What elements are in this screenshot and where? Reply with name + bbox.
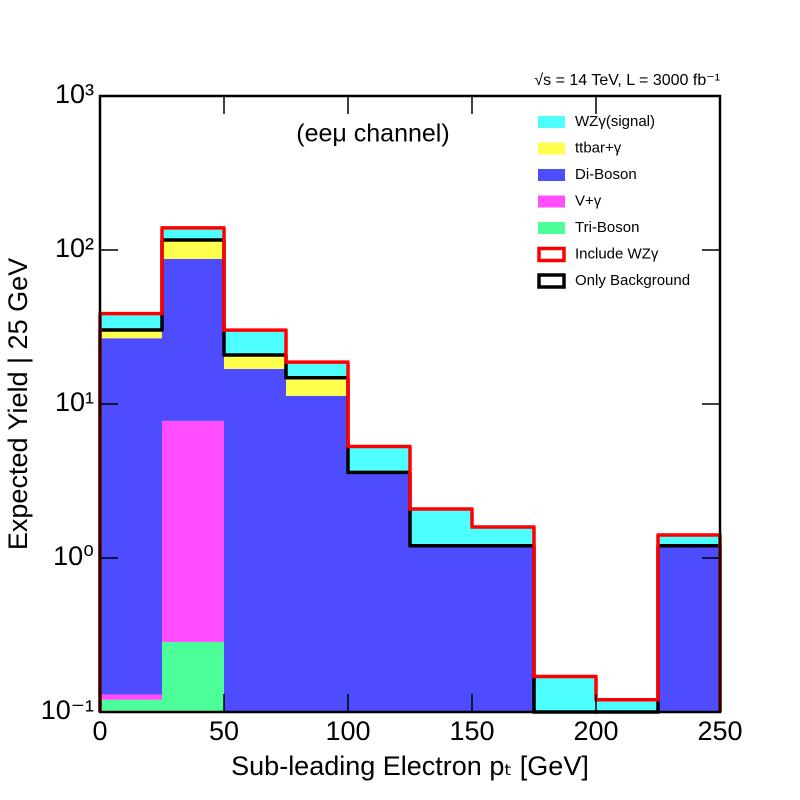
bar-segment bbox=[286, 377, 348, 396]
bar-segment bbox=[472, 526, 534, 546]
legend-swatch bbox=[538, 169, 565, 181]
legend-swatch bbox=[538, 142, 565, 155]
x-tick-label: 50 bbox=[209, 716, 239, 746]
legend-label: Di-Boson bbox=[575, 166, 637, 183]
x-tick-label: 0 bbox=[92, 716, 107, 746]
bar-segment bbox=[162, 227, 224, 240]
y-tick-label: 10² bbox=[55, 233, 94, 263]
bar-segment bbox=[224, 330, 286, 356]
bar-segment bbox=[534, 676, 596, 712]
bar-segment bbox=[224, 355, 286, 369]
bar-segment bbox=[348, 446, 410, 473]
bar-segment bbox=[472, 545, 534, 712]
bar-segment bbox=[100, 313, 162, 331]
bar-segment bbox=[162, 258, 224, 421]
bar-segment bbox=[658, 535, 720, 546]
bar-segment bbox=[410, 545, 472, 712]
y-tick-label: 10¹ bbox=[55, 387, 94, 417]
y-tick-label: 10⁻¹ bbox=[41, 695, 94, 725]
y-tick-label: 10⁰ bbox=[53, 541, 94, 571]
bar-segment bbox=[596, 699, 658, 712]
legend-label: WZγ(signal) bbox=[575, 113, 655, 130]
legend-swatch bbox=[538, 222, 565, 234]
y-tick-label: 10³ bbox=[55, 79, 94, 109]
x-tick-label: 200 bbox=[573, 716, 618, 746]
bar-segment bbox=[100, 699, 162, 712]
legend-label: Only Background bbox=[575, 272, 690, 289]
x-tick-label: 100 bbox=[325, 716, 370, 746]
legend-swatch bbox=[537, 246, 566, 263]
bar-segment bbox=[286, 362, 348, 378]
y-axis-label: Expected Yield | 25 GeV bbox=[3, 258, 33, 550]
header: √s = 14 TeV, L = 3000 fb⁻¹ bbox=[534, 72, 720, 89]
bar-segment bbox=[162, 641, 224, 712]
annotation: (eeμ channel) bbox=[296, 120, 449, 148]
legend-swatch bbox=[538, 116, 565, 128]
bar-segment bbox=[286, 395, 348, 712]
bar-segment bbox=[224, 368, 286, 712]
bar-segment bbox=[100, 330, 162, 339]
bar-segment bbox=[410, 509, 472, 546]
bar-segment bbox=[162, 420, 224, 642]
legend-label: Tri-Boson bbox=[575, 219, 639, 236]
bar-segment bbox=[100, 338, 162, 695]
bar-segment bbox=[100, 694, 162, 700]
legend-label: ttbar+γ bbox=[575, 139, 622, 156]
x-axis-label: Sub-leading Electron pₜ [GeV] bbox=[231, 751, 589, 781]
x-tick-label: 250 bbox=[697, 716, 742, 746]
bar-segment bbox=[348, 472, 410, 712]
legend-swatch bbox=[537, 273, 566, 289]
bar-segment bbox=[162, 239, 224, 259]
bar-segment bbox=[658, 545, 720, 712]
legend-swatch bbox=[538, 195, 565, 208]
legend-label: V+γ bbox=[575, 192, 602, 209]
legend-label: Include WZγ bbox=[575, 245, 659, 262]
x-tick-label: 150 bbox=[449, 716, 494, 746]
